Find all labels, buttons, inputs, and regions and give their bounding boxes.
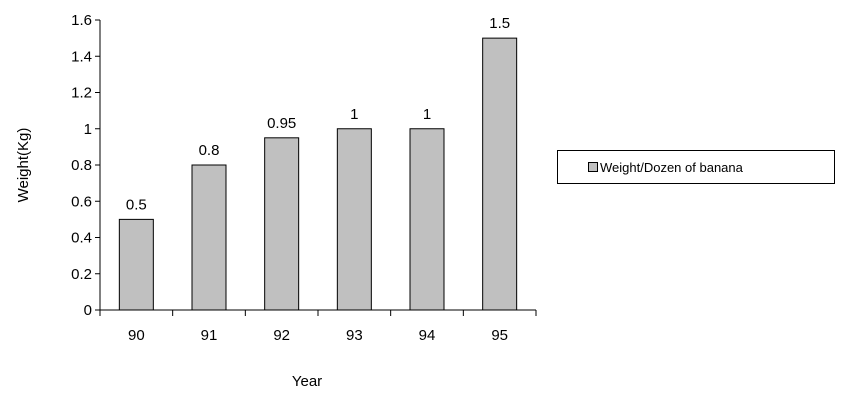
y-tick-label: 1.6 [71, 12, 92, 29]
data-label: 1 [423, 106, 431, 123]
x-tick-label: 95 [491, 327, 508, 344]
x-tick-label: 90 [128, 327, 145, 344]
x-tick-label: 94 [419, 327, 436, 344]
y-tick-label: 0 [84, 302, 92, 319]
y-tick-label: 1 [84, 121, 92, 138]
y-axis: 0 0.2 0.4 0.6 0.8 1 1.2 1.4 1.6 [71, 12, 101, 319]
y-tick-label: 0.2 [71, 266, 92, 283]
data-label: 1.5 [489, 15, 510, 32]
bar [118, 218, 154, 311]
bar [191, 164, 227, 311]
y-tick-label: 1.4 [71, 48, 92, 65]
data-label: 0.95 [267, 115, 296, 132]
y-axis-title: Weight(Kg) [15, 128, 32, 203]
data-label: 1 [350, 106, 358, 123]
legend-label: Weight/Dozen of banana [600, 159, 743, 175]
x-tick-label: 93 [346, 327, 363, 344]
legend-swatch [588, 162, 598, 172]
data-label: 0.5 [126, 196, 147, 213]
legend: Weight/Dozen of banana [557, 150, 835, 184]
bars [118, 37, 518, 311]
y-tick-label: 0.4 [71, 230, 92, 247]
data-label: 0.8 [199, 142, 220, 159]
y-tick-label: 1.2 [71, 85, 92, 102]
bar [336, 128, 372, 311]
x-tick-label: 91 [201, 327, 218, 344]
bar [482, 37, 518, 311]
bar [409, 128, 445, 311]
x-tick-label: 92 [273, 327, 290, 344]
y-tick-label: 0.8 [71, 157, 92, 174]
x-axis: 90 91 92 93 94 95 [99, 309, 537, 344]
bar [264, 137, 300, 311]
y-tick-label: 0.6 [71, 193, 92, 210]
data-labels: 0.5 0.8 0.95 1 1 1.5 [126, 15, 510, 213]
x-axis-title: Year [292, 373, 322, 390]
